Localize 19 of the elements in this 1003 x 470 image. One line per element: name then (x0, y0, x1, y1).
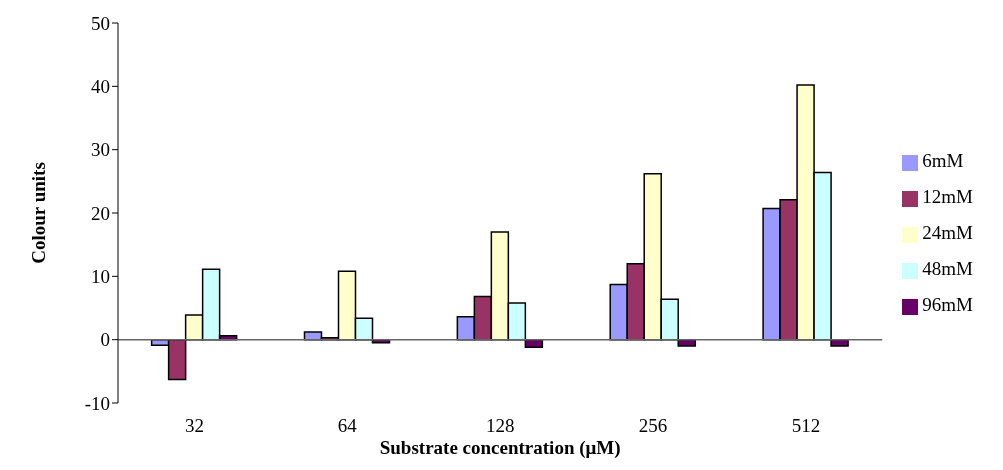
y-tick-label: 30 (91, 139, 110, 161)
x-tick-label: 512 (791, 415, 821, 437)
y-tick-label: 10 (91, 266, 110, 288)
y-tick-label: 40 (91, 76, 110, 98)
x-tick-label: 64 (337, 415, 358, 437)
y-tick-label: 50 (91, 12, 110, 34)
y-tick-label: 0 (100, 329, 110, 351)
legend-label: 12mM (922, 186, 973, 207)
legend-label: 48mM (922, 258, 973, 279)
y-tick-label: 20 (91, 202, 110, 224)
legend-label: 24mM (922, 222, 973, 243)
y-axis-title: Colour units (27, 162, 49, 264)
legend-label: 96mM (922, 294, 973, 315)
x-tick-label: 128 (485, 415, 515, 437)
x-tick-label: 32 (184, 415, 204, 437)
y-tick-label: -10 (84, 392, 110, 414)
legend-label: 6mM (922, 150, 964, 171)
x-axis-title: Substrate concentration (μM) (379, 437, 621, 460)
x-tick-label: 256 (638, 415, 668, 437)
